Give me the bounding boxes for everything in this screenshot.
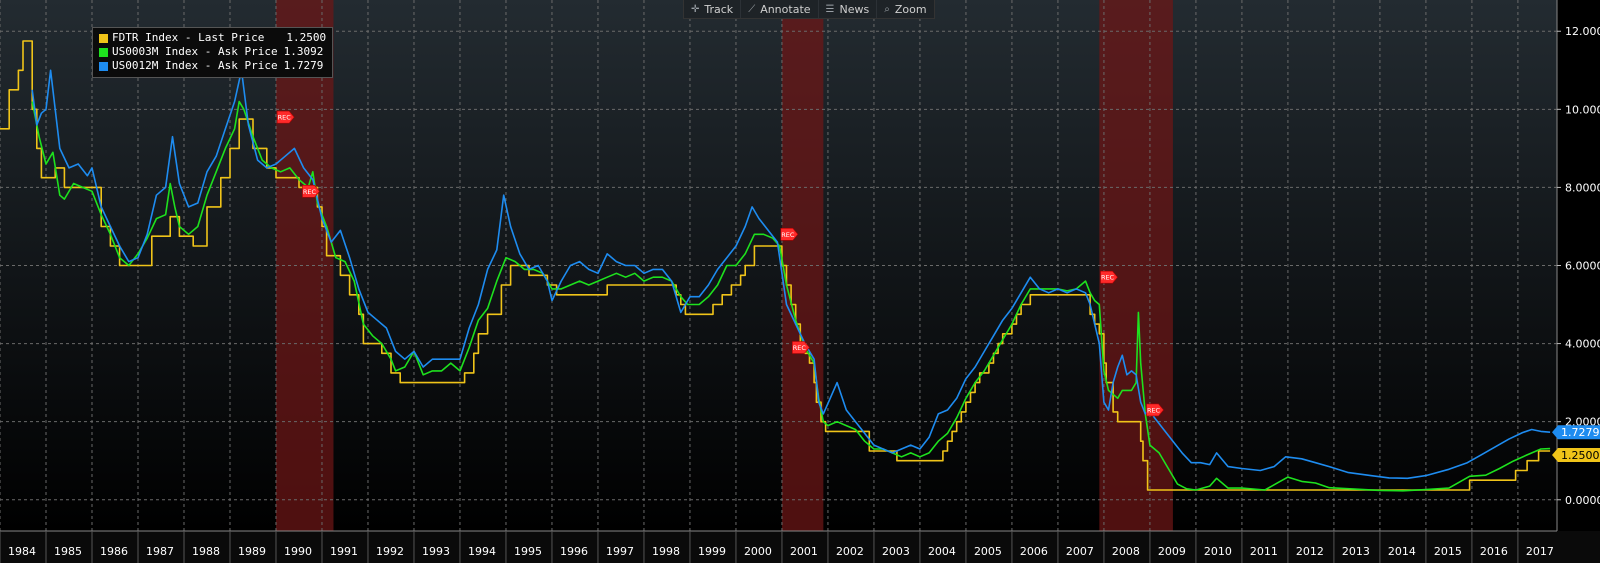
x-axis-band xyxy=(0,531,1600,563)
legend-swatch-us0012m xyxy=(99,61,108,71)
legend-item-us0003m[interactable]: US0003M Index - Ask Price 1.3092 xyxy=(99,45,326,59)
legend-label-us0003m: US0003M Index - Ask Price xyxy=(112,45,278,58)
x-tick-label-23: 2007 xyxy=(1066,545,1094,558)
x-tick-label-32: 2016 xyxy=(1480,545,1508,558)
x-tick-label-24: 2008 xyxy=(1112,545,1140,558)
x-tick-label-9: 1993 xyxy=(422,545,450,558)
rec-marker-3: REC xyxy=(792,341,810,354)
x-tick-label-1: 1985 xyxy=(54,545,82,558)
x-tick-label-15: 1999 xyxy=(698,545,726,558)
price-tag-label: 1.2500 xyxy=(1561,449,1600,462)
price-tag-0: 1.7279 xyxy=(1552,425,1600,440)
rec-marker-label: REC xyxy=(1147,406,1161,414)
y-tick-label-4: 8.0000 xyxy=(1565,181,1600,194)
pencil-icon: ⟋ xyxy=(748,3,756,15)
price-tag-shape xyxy=(1552,425,1600,440)
y-tick-label-2: 4.0000 xyxy=(1565,338,1600,351)
legend-value-us0012m: 1.7279 xyxy=(283,59,324,72)
rec-marker-shape xyxy=(1146,403,1164,417)
x-tick-label-33: 2017 xyxy=(1526,545,1554,558)
x-tick-label-20: 2004 xyxy=(928,545,956,558)
x-tick-label-26: 2010 xyxy=(1204,545,1232,558)
x-tick-label-30: 2014 xyxy=(1388,545,1416,558)
rec-marker-label: REC xyxy=(1101,274,1115,282)
annotate-label: Annotate xyxy=(760,2,811,16)
price-tag-1: 1.2500 xyxy=(1552,447,1600,462)
x-tick-label-16: 2000 xyxy=(744,545,772,558)
plot-background xyxy=(0,0,1557,531)
x-tick-label-13: 1997 xyxy=(606,545,634,558)
rec-marker-shape xyxy=(276,110,295,124)
x-tick-label-27: 2011 xyxy=(1250,545,1278,558)
y-tick-label-6: 12.0000 xyxy=(1565,25,1600,38)
x-tick-label-11: 1995 xyxy=(514,545,542,558)
rec-marker-label: REC xyxy=(303,188,317,196)
legend-value-fdtr: 1.2500 xyxy=(286,31,327,44)
rec-marker-shape xyxy=(780,227,799,241)
legend-swatch-fdtr xyxy=(99,33,108,43)
y-tick-label-5: 10.0000 xyxy=(1565,103,1600,116)
legend-label-us0012m: US0012M Index - Ask Price xyxy=(112,59,278,72)
zoom-button[interactable]: ⌕ Zoom xyxy=(877,0,933,18)
crosshair-icon: ✛ xyxy=(691,3,700,15)
x-tick-label-5: 1989 xyxy=(238,545,266,558)
annotate-button[interactable]: ⟋ Annotate xyxy=(741,0,819,18)
x-tick-label-28: 2012 xyxy=(1296,545,1324,558)
x-tick-label-12: 1996 xyxy=(560,545,588,558)
rec-marker-5: REC xyxy=(1146,403,1164,417)
y-tick-label-3: 6.0000 xyxy=(1565,260,1600,273)
chart-toolbar: ✛ Track ⟋ Annotate ☰ News ⌕ Zoom xyxy=(683,0,935,19)
zoom-label: Zoom xyxy=(894,2,927,16)
track-label: Track xyxy=(704,2,734,16)
series-line-2 xyxy=(31,69,1551,480)
rec-marker-4: REC xyxy=(1100,270,1118,284)
legend-value-us0003m: 1.3092 xyxy=(283,45,324,58)
x-tick-label-6: 1990 xyxy=(284,545,312,558)
x-tick-label-21: 2005 xyxy=(974,545,1002,558)
x-tick-label-0: 1984 xyxy=(8,545,36,558)
rec-marker-shape xyxy=(302,185,320,198)
x-tick-label-4: 1988 xyxy=(192,545,220,558)
legend-item-us0012m[interactable]: US0012M Index - Ask Price 1.7279 xyxy=(99,59,326,73)
chart-legend: FDTR Index - Last Price 1.2500 US0003M I… xyxy=(92,27,334,78)
news-button[interactable]: ☰ News xyxy=(819,0,878,18)
legend-item-fdtr[interactable]: FDTR Index - Last Price 1.2500 xyxy=(99,31,326,45)
x-tick-label-2: 1986 xyxy=(100,545,128,558)
x-tick-label-7: 1991 xyxy=(330,545,358,558)
x-tick-label-29: 2013 xyxy=(1342,545,1370,558)
x-tick-label-8: 1992 xyxy=(376,545,404,558)
rec-marker-shape xyxy=(1100,270,1118,284)
magnifier-icon: ⌕ xyxy=(884,3,890,15)
legend-label-fdtr: FDTR Index - Last Price xyxy=(112,31,265,44)
news-icon: ☰ xyxy=(825,3,835,15)
rec-marker-0: REC xyxy=(276,110,295,124)
legend-swatch-us0003m xyxy=(99,47,108,57)
rec-marker-label: REC xyxy=(793,344,807,352)
series-line-0 xyxy=(0,40,1551,491)
x-tick-label-25: 2009 xyxy=(1158,545,1186,558)
x-tick-label-31: 2015 xyxy=(1434,545,1462,558)
track-button[interactable]: ✛ Track xyxy=(684,0,742,18)
x-tick-label-19: 2003 xyxy=(882,545,910,558)
price-tag-shape xyxy=(1552,447,1600,462)
x-tick-label-22: 2006 xyxy=(1020,545,1048,558)
news-label: News xyxy=(839,2,870,16)
recession-band-0 xyxy=(275,0,334,531)
y-tick-label-0: 0.0000 xyxy=(1565,494,1600,507)
rec-marker-label: REC xyxy=(278,114,292,122)
x-tick-label-18: 2002 xyxy=(836,545,864,558)
rec-marker-1: REC xyxy=(302,185,320,198)
rec-marker-shape xyxy=(792,341,810,354)
x-tick-label-3: 1987 xyxy=(146,545,174,558)
x-tick-label-17: 2001 xyxy=(790,545,818,558)
rec-marker-2: REC xyxy=(780,227,799,241)
x-tick-label-10: 1994 xyxy=(468,545,496,558)
x-tick-label-14: 1998 xyxy=(652,545,680,558)
price-tag-label: 1.7279 xyxy=(1561,426,1600,439)
rec-marker-label: REC xyxy=(781,231,795,239)
